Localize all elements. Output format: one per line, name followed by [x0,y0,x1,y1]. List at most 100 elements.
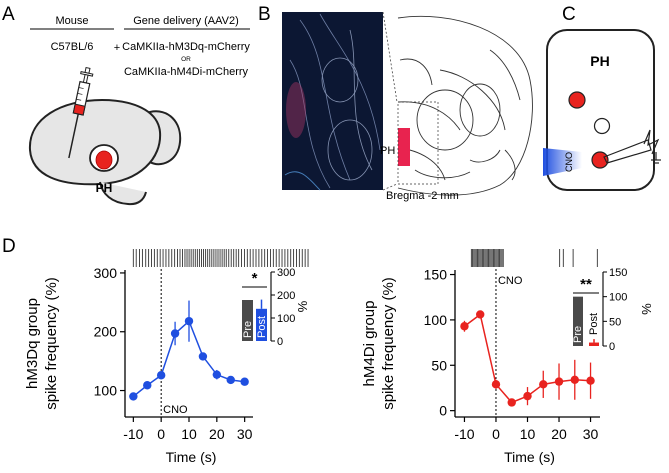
histology-image [282,12,383,190]
y-axis-label: hM3Dq group [24,298,41,389]
inset-cat-label: Pre [572,326,584,343]
chart-hM3Dq: 100 200 300 -10 0 10 20 30 Time (s) hM3Dq group sp… [24,249,310,465]
data-point [129,392,138,401]
data-point [156,371,166,380]
inset-y-tick-label: 0 [609,341,615,353]
inset-bar-chart-hM3Dq: 0 100 200 300% Pre Post * [242,267,310,348]
mouse-header: Mouse [55,15,88,27]
inset-y-tick-label: 200 [277,290,295,302]
panel-a-letter: A [2,4,15,25]
histology-texture [284,13,381,191]
y-axis-label: spike frequency (%) [43,277,60,410]
inset-cat-label: Post [588,313,600,335]
x-tick-label: 0 [157,426,165,442]
x-tick-label: -10 [123,426,143,442]
y-tick-label: 50 [431,357,447,373]
x-tick-label: 30 [237,426,253,442]
y-tick-label: 100 [424,312,448,328]
data-point [212,370,222,379]
ph-injection-site [95,150,113,170]
data-point [143,381,152,390]
x-tick-label: -10 [454,426,474,442]
construct-hm4di: CaMKIIa-hM4Di-mCherry [124,66,249,78]
data-point [184,316,194,326]
panel-d-letter: D [2,236,16,257]
data-point [586,376,595,385]
brain-atlas-section [397,15,533,196]
inset-y-tick-label: 100 [277,313,295,325]
spike-raster-hM3Dq [132,249,309,267]
ph-label-b: PH [380,145,395,157]
significance-marker: ** [580,276,592,293]
data-point [240,377,249,386]
plus-sign: + [114,42,120,54]
ph-atlas-region [398,128,410,166]
inset-y-label: % [639,303,654,315]
inset-bar-pre [573,296,583,346]
x-tick-label: 20 [551,426,567,442]
inset-y-tick-label: 0 [277,336,283,348]
data-point [523,391,532,401]
inset-y-label: % [295,301,310,313]
inset-y-tick-label: 100 [609,292,627,304]
y-axis-label: hM4Di group [361,301,378,387]
x-tick-label: 0 [492,426,500,442]
data-point [554,377,564,386]
mouse-brain-illustration: PH [28,98,182,206]
significance-marker: * [252,270,258,287]
x-tick-label: 10 [520,426,536,442]
inset-label-bg-pre [242,300,253,341]
or-label: OR [181,56,191,63]
x-tick-label: 30 [583,426,599,442]
panel-b-letter: B [258,4,271,25]
chart-hM4Di: 0 50 100 150 -10 0 10 20 30 Time (s) hM4Di group sp… [361,249,654,465]
strain-label: C57BL/6 [51,41,94,53]
data-point [170,329,180,338]
y-axis-label: spike frequency (%) [380,277,397,410]
panel-b: B PH Bre [258,4,533,202]
inset-y-tick-label: 300 [277,267,295,279]
y-tick-label: 0 [439,403,447,419]
x-axis-label: Time (s) [504,449,555,465]
y-tick-label: 150 [424,267,448,283]
inset-bar-post [589,342,599,346]
data-point [460,322,469,331]
data-point [570,375,579,384]
y-tick-label: 200 [94,324,118,340]
inset-y-tick-label: 50 [609,316,621,328]
recording-electrode-icon [603,129,661,164]
construct-hm3dq: CaMKIIa-hM3Dq-mCherry [122,41,250,53]
spike-raster-hM4Di [470,249,598,267]
cno-label-c: CNO [564,152,574,172]
ph-label-a: PH [96,181,113,195]
neuron-red-recorded [591,151,609,169]
data-point [226,375,235,385]
y-tick-label: 100 [94,383,118,399]
inset-y-tick-label: 150 [609,267,627,279]
inset-cat-label: Pre [242,321,254,338]
panel-a: A Mouse Gene delivery (AAV2) C57BL/6 + C… [2,4,250,206]
neuron-white [593,117,611,135]
data-point [476,310,485,319]
data-point [491,380,501,389]
data-point [507,398,516,407]
panel-c-letter: C [562,4,576,25]
inset-cat-label: Post [256,316,268,338]
syringe-icon [68,66,94,159]
cno-event-label: CNO [163,404,188,416]
gene-delivery-header: Gene delivery (AAV2) [133,15,239,27]
ph-label-c: PH [590,53,609,69]
inset-bar-post [256,308,267,341]
panel-c: C PH CNO [543,4,661,191]
data-point [539,380,548,389]
bregma-label: Bregma -2 mm [386,190,459,202]
cno-application-icon [543,148,582,176]
ph-schematic-box [546,29,655,191]
y-tick-label: 300 [94,265,118,281]
inset-bar-chart-hM4Di: 0 50 100 150% Pre Post ** [572,267,654,353]
data-point [198,352,208,361]
x-tick-label: 10 [181,426,197,442]
x-axis-label: Time (s) [166,449,217,465]
